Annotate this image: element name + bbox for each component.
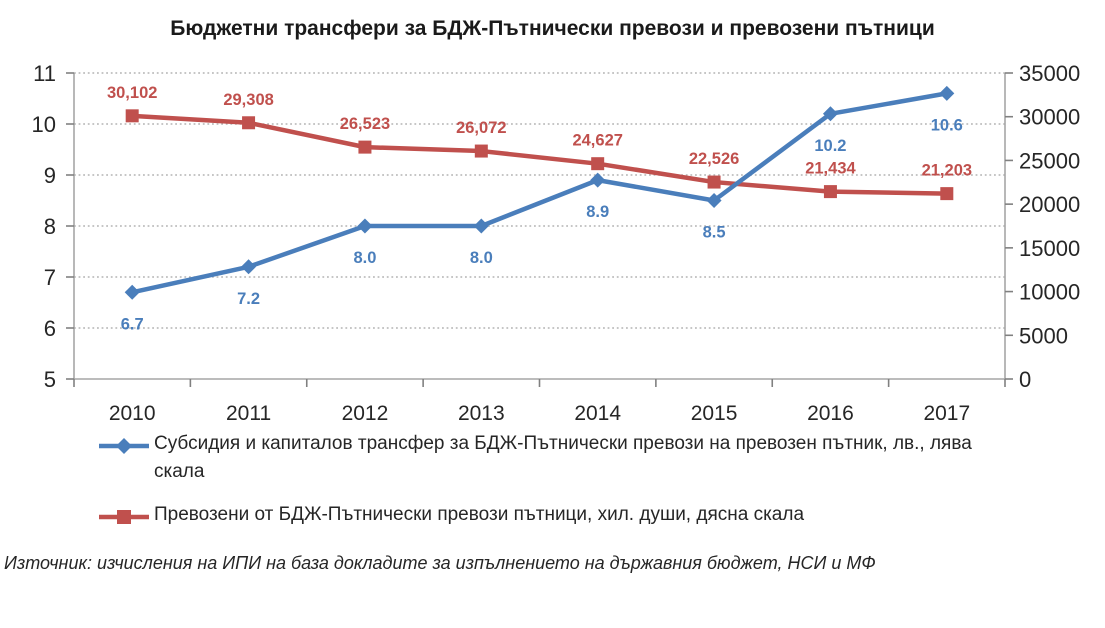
data-point-label: 24,627: [572, 132, 622, 150]
red-square-series-legend-icon: [99, 510, 149, 524]
data-point-label: 8.0: [353, 249, 376, 267]
x-axis-tick-label: 2010: [109, 402, 156, 425]
data-point-marker: [822, 106, 838, 122]
data-point-marker: [125, 109, 139, 123]
data-point-marker: [823, 185, 837, 199]
x-axis-tick-label: 2015: [691, 402, 738, 425]
x-axis-tick-label: 2013: [458, 402, 505, 425]
data-point-marker: [357, 218, 373, 234]
y-axis-right-tick-label: 20000: [1019, 192, 1080, 217]
y-axis-right-tick-label: 10000: [1019, 280, 1080, 305]
y-axis-left-tick-label: 9: [44, 163, 56, 188]
series-line-subsidy-per-passenger: [129, 91, 950, 295]
data-point-label: 8.9: [586, 203, 609, 221]
y-axis-left-tick-label: 11: [33, 61, 56, 86]
y-axis-right-tick-label: 25000: [1019, 148, 1080, 173]
x-axis-tick-label: 2014: [574, 402, 621, 425]
y-axis-right-tick-label: 0: [1019, 367, 1031, 392]
data-point-marker: [474, 144, 488, 158]
data-point-label: 10.2: [814, 137, 846, 155]
data-point-marker: [242, 116, 256, 130]
data-point-marker: [707, 175, 721, 189]
y-axis-left-tick-label: 7: [44, 265, 56, 290]
data-point-label: 8.5: [703, 224, 726, 242]
data-point-marker: [124, 284, 140, 300]
data-point-marker: [241, 259, 257, 275]
data-point-marker: [940, 187, 954, 201]
data-point-marker: [591, 157, 605, 171]
data-point-marker: [706, 193, 722, 208]
x-axis-tick-label: 2016: [807, 402, 854, 425]
legend-item-subsidy: Субсидия и капиталов трансфер за БДЖ-Път…: [98, 430, 1105, 486]
data-point-label: 29,308: [223, 91, 273, 109]
data-point-label: 7.2: [237, 290, 260, 308]
y-axis-right-tick-label: 5000: [1019, 323, 1068, 348]
data-point-marker: [473, 218, 489, 234]
y-axis-left-tick-label: 6: [44, 316, 56, 341]
chart-title: Бюджетни трансфери за БДЖ-Пътнически пре…: [170, 17, 935, 40]
data-point-label: 21,434: [805, 160, 856, 178]
source-note: Източник: изчисления на ИПИ на база докл…: [4, 553, 876, 573]
blue-diamond-series-legend-icon: [99, 438, 149, 454]
data-point-marker: [358, 140, 372, 154]
data-point-label: 10.6: [931, 116, 963, 134]
y-axis-left-tick-label: 10: [32, 112, 56, 137]
series-line-passengers-carried: [129, 113, 950, 196]
legend: Субсидия и капиталов трансфер за БДЖ-Път…: [98, 430, 1105, 529]
x-axis-tick-label: 2017: [923, 402, 970, 425]
data-point-marker: [939, 85, 955, 101]
y-axis-left-tick-label: 8: [44, 214, 56, 239]
y-axis-right-tick-label: 35000: [1019, 61, 1080, 86]
legend-label-subsidy: Субсидия и капиталов трансфер за БДЖ-Път…: [154, 433, 972, 482]
data-point-label: 6.7: [121, 315, 144, 333]
data-point-label: 26,523: [340, 115, 390, 133]
x-axis-tick-label: 2012: [342, 402, 389, 425]
line-chart: 5 6 7 8 9 10 11 0 5000 10000 15000 20000 25000 30000 3…: [32, 61, 1081, 425]
data-point-label: 30,102: [107, 84, 157, 102]
data-point-label: 21,203: [922, 162, 972, 180]
data-point-label: 26,072: [456, 119, 506, 137]
x-axis-tick-label: 2011: [226, 402, 271, 425]
y-axis-right-tick-label: 15000: [1019, 236, 1080, 261]
data-point-marker: [590, 172, 606, 188]
data-point-label: 22,526: [689, 150, 739, 168]
legend-item-passengers: Превозени от БДЖ-Пътнически превози пътн…: [98, 501, 1105, 529]
legend-label-passengers: Превозени от БДЖ-Пътнически превози пътн…: [154, 504, 805, 525]
data-point-label: 8.0: [470, 249, 493, 267]
y-axis-left-tick-label: 5: [44, 367, 56, 392]
y-axis-right-tick-label: 30000: [1019, 105, 1080, 130]
